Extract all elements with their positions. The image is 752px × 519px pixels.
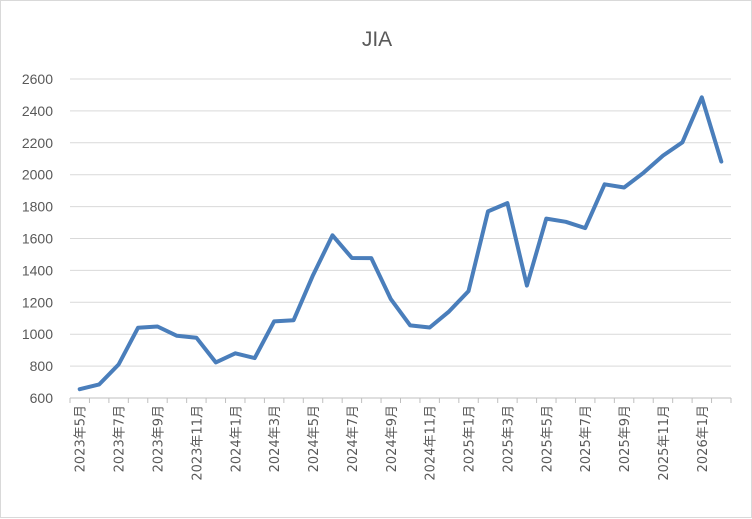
x-tick-label: 2024年1月 <box>229 405 244 472</box>
data-point <box>117 363 121 367</box>
x-tick-label: 2023年11月 <box>190 405 205 481</box>
data-point <box>389 297 393 301</box>
data-point <box>486 209 490 213</box>
x-tick-label: 2024年9月 <box>385 405 400 472</box>
chart-title: JIA <box>362 28 392 51</box>
x-tick-label: 2024年3月 <box>268 405 283 472</box>
data-point <box>505 201 509 205</box>
data-point <box>700 95 704 99</box>
data-point <box>214 360 218 364</box>
gridlines <box>70 78 731 367</box>
data-point <box>642 171 646 175</box>
x-axis <box>69 397 732 403</box>
y-tick-labels: 600 800 1000 1200 1400 1600 1800 2000 2200 2400 26… <box>22 71 53 406</box>
y-tick-label: 2400 <box>22 103 53 119</box>
x-tick-label: 2025年1月 <box>463 405 478 472</box>
x-tick-label: 2023年5月 <box>74 405 89 472</box>
x-tick-label: 2025年3月 <box>501 405 516 472</box>
y-tick-label: 1200 <box>22 294 53 310</box>
x-tick-label: 2023年9月 <box>151 405 166 472</box>
y-tick-label: 1000 <box>22 326 53 342</box>
x-tick-label: 2023年7月 <box>113 405 128 472</box>
y-tick-label: 600 <box>30 390 54 406</box>
data-point <box>311 273 315 277</box>
x-tick-labels: 2023年5月 2023年7月 2023年9月 2023年11月 2024年1月 2024… <box>74 405 711 481</box>
data-point <box>661 154 665 158</box>
data-point <box>155 325 159 329</box>
data-point <box>272 319 276 323</box>
x-tick-label: 2024年7月 <box>346 405 361 472</box>
y-tick-label: 800 <box>30 358 54 374</box>
data-point <box>233 351 237 355</box>
data-point <box>194 336 198 340</box>
data-point <box>544 217 548 221</box>
y-tick-label: 2200 <box>22 135 53 151</box>
x-tick-label: 2026年1月 <box>696 405 711 472</box>
data-point <box>719 160 723 164</box>
series-line-0 <box>77 95 724 392</box>
data-point <box>253 356 257 360</box>
x-tick-label: 2025年7月 <box>579 405 594 472</box>
y-tick-label: 1800 <box>22 199 53 215</box>
data-point <box>564 220 568 224</box>
data-point <box>175 334 179 338</box>
data-point <box>78 387 82 391</box>
data-point <box>97 382 101 386</box>
data-point <box>680 140 684 144</box>
data-point <box>447 309 451 313</box>
data-point <box>292 318 296 322</box>
x-tick-label: 2024年5月 <box>307 405 322 472</box>
data-point <box>583 226 587 230</box>
data-point <box>467 289 471 293</box>
series-group <box>77 95 724 392</box>
x-tick-label: 2025年11月 <box>657 405 672 481</box>
data-point <box>603 182 607 186</box>
y-tick-label: 2600 <box>22 71 53 87</box>
data-point <box>350 256 354 260</box>
x-tick-label: 2024年11月 <box>424 405 439 481</box>
y-tick-label: 2000 <box>22 167 53 183</box>
data-point <box>136 326 140 330</box>
x-tick-label: 2025年5月 <box>540 405 555 472</box>
x-tick-label: 2025年9月 <box>618 405 633 472</box>
data-point <box>525 284 529 288</box>
y-tick-label: 1400 <box>22 262 53 278</box>
y-tick-label: 1600 <box>22 231 53 247</box>
data-point <box>428 326 432 330</box>
data-point <box>622 185 626 189</box>
data-point <box>330 233 334 237</box>
data-point <box>408 323 412 327</box>
data-point <box>369 256 373 260</box>
